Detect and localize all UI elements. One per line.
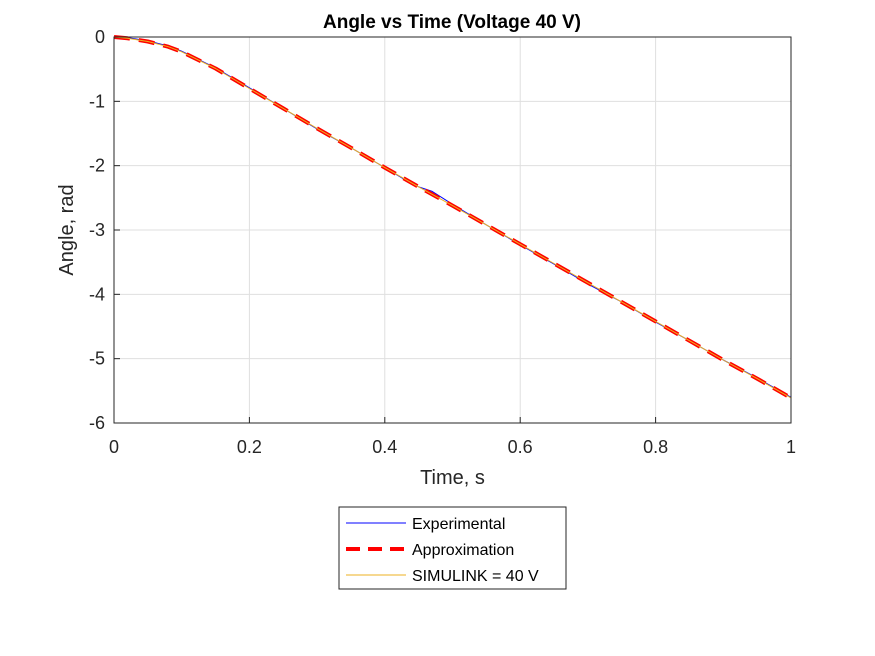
x-tick-label: 0 xyxy=(109,437,119,457)
y-tick-label: -5 xyxy=(89,349,105,369)
series-layer xyxy=(113,35,792,400)
legend-entry-label: Approximation xyxy=(412,542,514,559)
chart-title: Angle vs Time (Voltage 40 V) xyxy=(323,12,581,33)
y-tick-label: -3 xyxy=(89,220,105,240)
axis-ticks: 0 0.2 0.4 0.6 0.8 1 0 -1 -2 -3 -4 -5 -6 xyxy=(89,27,796,457)
series-line-simulink-40-v xyxy=(113,36,792,399)
y-axis-label: Angle, rad xyxy=(56,184,78,275)
x-tick-label: 0.8 xyxy=(643,437,668,457)
y-tick-label: -1 xyxy=(89,91,105,111)
legend-entry-label: Experimental xyxy=(412,516,505,533)
x-tick-label: 0.6 xyxy=(508,437,533,457)
y-tick-label: -4 xyxy=(89,284,105,304)
y-tick-label: -6 xyxy=(89,413,105,433)
y-tick-label: 0 xyxy=(95,27,105,47)
legend-entry-label: SIMULINK = 40 V xyxy=(412,568,539,585)
y-tick-label: -2 xyxy=(89,156,105,176)
x-tick-label: 0.4 xyxy=(372,437,397,457)
x-tick-label: 1 xyxy=(786,437,796,457)
grid-lines xyxy=(114,37,791,423)
x-axis-label: Time, s xyxy=(420,467,485,489)
x-tick-label: 0.2 xyxy=(237,437,262,457)
legend[interactable]: Experimental Approximation SIMULINK = 40 V xyxy=(338,506,567,590)
